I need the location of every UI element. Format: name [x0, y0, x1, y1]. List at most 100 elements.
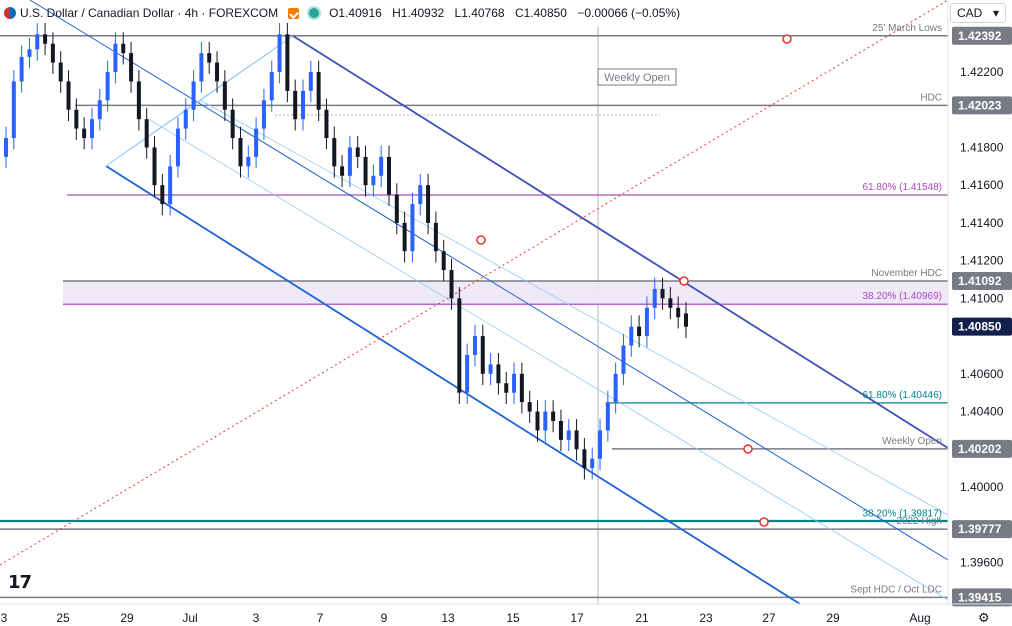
- x-tick-label: 13: [441, 611, 455, 625]
- candle-body: [613, 373, 618, 403]
- candle-body: [222, 81, 227, 110]
- y-tick-label: 1.41200: [960, 254, 1004, 268]
- candle-body: [418, 185, 423, 205]
- level-label: 61.80% (1.41548): [862, 182, 942, 193]
- x-tick-label: 9: [381, 611, 388, 625]
- pivot-marker: [782, 34, 792, 44]
- close-value: C1.40850: [514, 6, 567, 20]
- candle-body: [590, 458, 595, 469]
- candle-body: [144, 119, 149, 148]
- y-tick-label: 1.41400: [960, 216, 1004, 230]
- candle-body: [371, 175, 376, 186]
- weekly-open-box-text: Weekly Open: [604, 72, 670, 84]
- price-tag-label: 1.39777: [958, 522, 1002, 536]
- candle-body: [441, 251, 446, 271]
- candle-body: [582, 449, 587, 469]
- price-tag-label: 1.41092: [958, 274, 1002, 288]
- candle-body: [379, 156, 384, 176]
- candle-body: [316, 72, 321, 110]
- gear-icon[interactable]: ⚙: [978, 610, 990, 625]
- price-tag-label: 1.42392: [958, 29, 1002, 43]
- symbol-title[interactable]: U.S. Dollar / Canadian Dollar · 4h · FOR…: [20, 6, 279, 20]
- candle-body: [472, 336, 477, 355]
- x-tick-label: Aug: [909, 611, 930, 625]
- candle-body: [160, 185, 165, 205]
- time-axis[interactable]: 3 25 29 Jul 3 7 9 13 15 17 21 23 27 29 Aug: [0, 603, 1012, 625]
- candle-body: [558, 420, 563, 440]
- candle-body: [308, 72, 313, 91]
- candle-body: [512, 373, 517, 393]
- candle-body: [637, 326, 642, 337]
- candle-body: [519, 373, 524, 403]
- price-tag: [952, 96, 1012, 115]
- x-tick-label: 29: [826, 611, 840, 625]
- candle-body: [402, 222, 407, 252]
- level-label: 38.20% (1.40969): [862, 291, 942, 302]
- level-label: HDC: [920, 92, 942, 103]
- dotted-trendline: [0, 0, 949, 566]
- candle-body: [35, 34, 40, 50]
- x-tick-label: 3: [1, 611, 8, 625]
- candle-body: [605, 402, 610, 431]
- candle-body: [50, 43, 55, 63]
- channel-quarter-line: [199, 99, 949, 516]
- candle-body: [301, 90, 306, 120]
- level-label: November HDC: [871, 268, 942, 279]
- candle-body: [66, 81, 71, 110]
- candle-body: [496, 364, 501, 384]
- y-tick-label: 1.40000: [960, 480, 1004, 494]
- status-dot-icon: [309, 8, 320, 18]
- fib-zone: [63, 281, 948, 305]
- currency-selector[interactable]: CAD ▾: [950, 3, 1006, 23]
- price-tag: [952, 588, 1012, 607]
- pivot-marker: [679, 276, 689, 286]
- candle-body: [629, 326, 634, 346]
- candle-body: [129, 53, 134, 82]
- price-axis[interactable]: 1.42200 1.41800 1.41600 1.41400 1.41200 1.410…: [947, 0, 1012, 626]
- price-tag-label: 1.39415: [958, 590, 1002, 604]
- candle-body: [480, 336, 485, 374]
- level-label: 25' March Lows: [872, 23, 942, 34]
- x-tick-label: 3: [253, 611, 260, 625]
- level-label: 2022 High: [896, 516, 942, 527]
- candle-body: [332, 138, 337, 167]
- candle-body: [136, 81, 141, 120]
- candle-body: [97, 100, 102, 120]
- candle-body: [449, 270, 454, 299]
- candle-body: [269, 72, 274, 101]
- candle-body: [621, 345, 626, 374]
- candle-body: [82, 128, 87, 139]
- candle-body: [574, 430, 579, 450]
- weekly-open-box: [597, 68, 677, 86]
- candle-body: [676, 307, 681, 318]
- candle-body: [598, 430, 603, 459]
- candle-body: [43, 34, 48, 44]
- candle-body: [4, 138, 8, 157]
- ohlc-values: O1.40916 H1.40932 L1.40768 C1.40850 −0.0…: [329, 6, 687, 20]
- candle-body: [261, 100, 266, 129]
- candle-body: [660, 288, 665, 299]
- y-tick-label: 1.41600: [960, 178, 1004, 192]
- y-tick-label: 1.42200: [960, 65, 1004, 79]
- candle-body: [215, 62, 220, 82]
- low-value: L1.40768: [454, 6, 505, 20]
- candle-body: [566, 430, 571, 440]
- pivot-marker: [476, 235, 486, 245]
- candle-body: [246, 156, 251, 167]
- x-tick-label: 29: [120, 611, 134, 625]
- tradingview-logo-icon: 17: [8, 572, 32, 593]
- channel-quarter-line: [149, 119, 949, 601]
- x-tick-label: 15: [506, 611, 520, 625]
- candle-body: [175, 128, 180, 167]
- level-label: Weekly Open: [882, 436, 942, 447]
- price-tag: [952, 439, 1012, 458]
- alert-icon[interactable]: [288, 7, 300, 19]
- channel-upper-line: [292, 35, 949, 449]
- pivot-marker: [759, 517, 769, 527]
- price-tag: [952, 26, 1012, 45]
- open-value: O1.40916: [329, 6, 382, 20]
- candle-body: [58, 62, 63, 82]
- x-tick-label: 7: [317, 611, 324, 625]
- y-tick-label: 1.41800: [960, 140, 1004, 154]
